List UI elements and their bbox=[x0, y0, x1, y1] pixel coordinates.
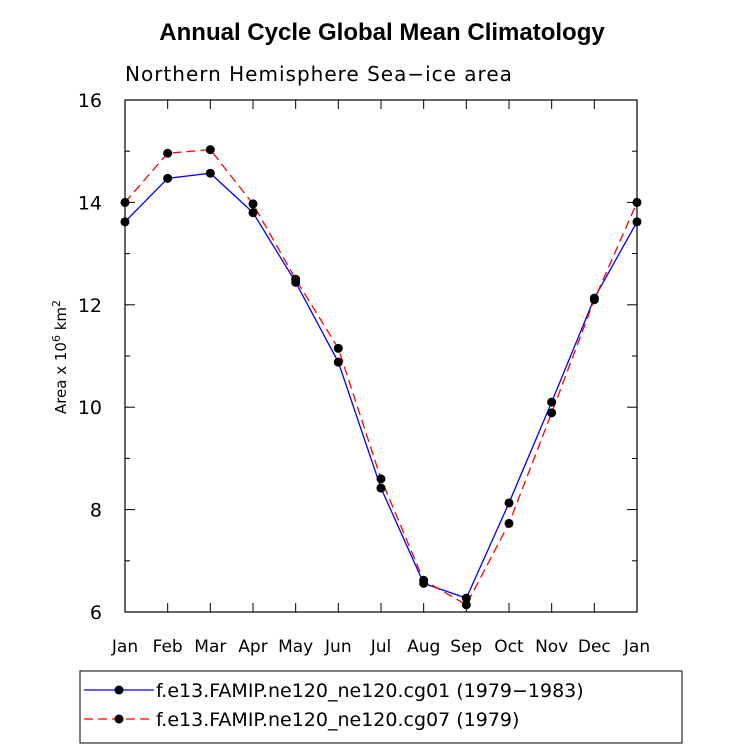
x-tick-label: Jan bbox=[111, 637, 138, 657]
data-point-series-2 bbox=[632, 197, 642, 207]
data-point-series-1 bbox=[632, 217, 642, 227]
x-tick-label: Jun bbox=[324, 637, 352, 657]
y-tick-label: 8 bbox=[90, 500, 102, 522]
data-point-series-1 bbox=[248, 208, 258, 218]
legend-marker-2 bbox=[114, 714, 124, 724]
series-line-2 bbox=[124, 148, 638, 606]
legend-box bbox=[79, 670, 683, 744]
series-layer bbox=[120, 145, 642, 610]
axes: Jan Feb Mar Apr May Jun Jul Aug Sep Oct Nov Dec Jan 6… bbox=[78, 90, 650, 657]
series-line-1 bbox=[124, 172, 638, 599]
data-point-series-2 bbox=[547, 408, 557, 418]
data-point-series-2 bbox=[205, 145, 215, 155]
data-point-series-2 bbox=[333, 343, 343, 353]
data-point-series-1 bbox=[461, 593, 471, 603]
y-tick-label: 10 bbox=[78, 397, 102, 419]
y-tick-label: 16 bbox=[78, 90, 102, 112]
y-tick-label: 14 bbox=[78, 192, 102, 214]
data-point-series-2 bbox=[163, 148, 173, 158]
plot-frame bbox=[124, 99, 638, 613]
chart-subtitle: Northern Hemisphere Sea−ice area bbox=[125, 62, 513, 86]
x-tick-label: Mar bbox=[194, 637, 226, 657]
x-tick-label: Nov bbox=[535, 637, 568, 657]
x-tick-label: May bbox=[278, 637, 313, 657]
data-point-series-2 bbox=[504, 518, 514, 528]
data-point-series-1 bbox=[163, 173, 173, 183]
data-point-series-2 bbox=[589, 295, 599, 305]
data-point-series-1 bbox=[376, 483, 386, 493]
x-tick-label: Oct bbox=[494, 637, 524, 657]
legend-label-2: f.e13.FAMIP.ne120_ne120.cg07 (1979) bbox=[156, 709, 519, 731]
legend: f.e13.FAMIP.ne120_ne120.cg01 (1979−1983)… bbox=[79, 670, 683, 744]
x-tick-label: Jul bbox=[370, 637, 392, 657]
legend-marker-1 bbox=[114, 685, 124, 695]
x-tick-label: Apr bbox=[238, 637, 267, 657]
data-point-series-2 bbox=[248, 199, 258, 209]
data-point-series-2 bbox=[376, 474, 386, 484]
chart-title: Annual Cycle Global Mean Climatology bbox=[159, 19, 605, 46]
data-point-series-2 bbox=[120, 197, 130, 207]
data-point-series-2 bbox=[291, 274, 301, 284]
data-point-series-1 bbox=[547, 397, 557, 407]
data-point-series-2 bbox=[461, 600, 471, 610]
data-point-series-1 bbox=[504, 498, 514, 508]
y-tick-label: 12 bbox=[78, 295, 102, 317]
x-tick-label: Feb bbox=[153, 637, 183, 657]
data-point-series-1 bbox=[333, 357, 343, 367]
data-point-series-1 bbox=[205, 168, 215, 178]
x-tick-label: Jan bbox=[623, 637, 650, 657]
data-point-series-1 bbox=[120, 217, 130, 227]
data-point-series-2 bbox=[419, 575, 429, 585]
x-tick-label: Aug bbox=[407, 637, 440, 657]
legend-label-1: f.e13.FAMIP.ne120_ne120.cg01 (1979−1983) bbox=[156, 680, 584, 702]
x-tick-label: Sep bbox=[450, 637, 482, 657]
y-axis-label: Area x 106 km2 bbox=[50, 300, 70, 414]
y-tick-label: 6 bbox=[90, 602, 102, 624]
x-tick-label: Dec bbox=[578, 637, 611, 657]
